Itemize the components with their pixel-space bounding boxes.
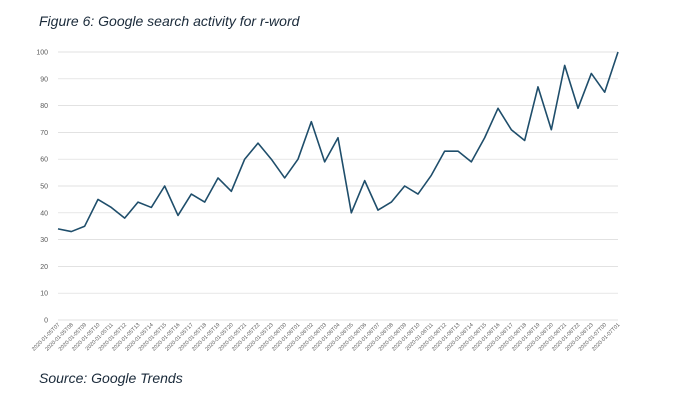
y-tick-label: 0: [44, 318, 48, 325]
series-line: [57, 51, 619, 233]
y-tick-label: 60: [40, 157, 48, 164]
y-tick-label: 40: [40, 210, 48, 217]
y-tick-label: 70: [40, 130, 48, 137]
figure-title: Figure 6: Google search activity for r-w…: [39, 13, 300, 29]
y-tick-label: 80: [40, 103, 48, 110]
source-note: Source: Google Trends: [39, 370, 183, 386]
grid-lines: [58, 51, 618, 294]
y-tick-label: 10: [40, 291, 48, 298]
x-axis-ticks: 2020-01-05T072020-01-05T082020-01-05T092…: [31, 322, 621, 352]
y-axis-ticks: 0 10 20 30 40 50 60 70 80 90 100: [36, 50, 48, 325]
y-tick-label: 50: [40, 184, 48, 191]
y-tick-label: 100: [36, 50, 48, 57]
y-tick-label: 90: [40, 76, 48, 83]
y-tick-label: 30: [40, 237, 48, 244]
y-tick-label: 20: [40, 264, 48, 271]
